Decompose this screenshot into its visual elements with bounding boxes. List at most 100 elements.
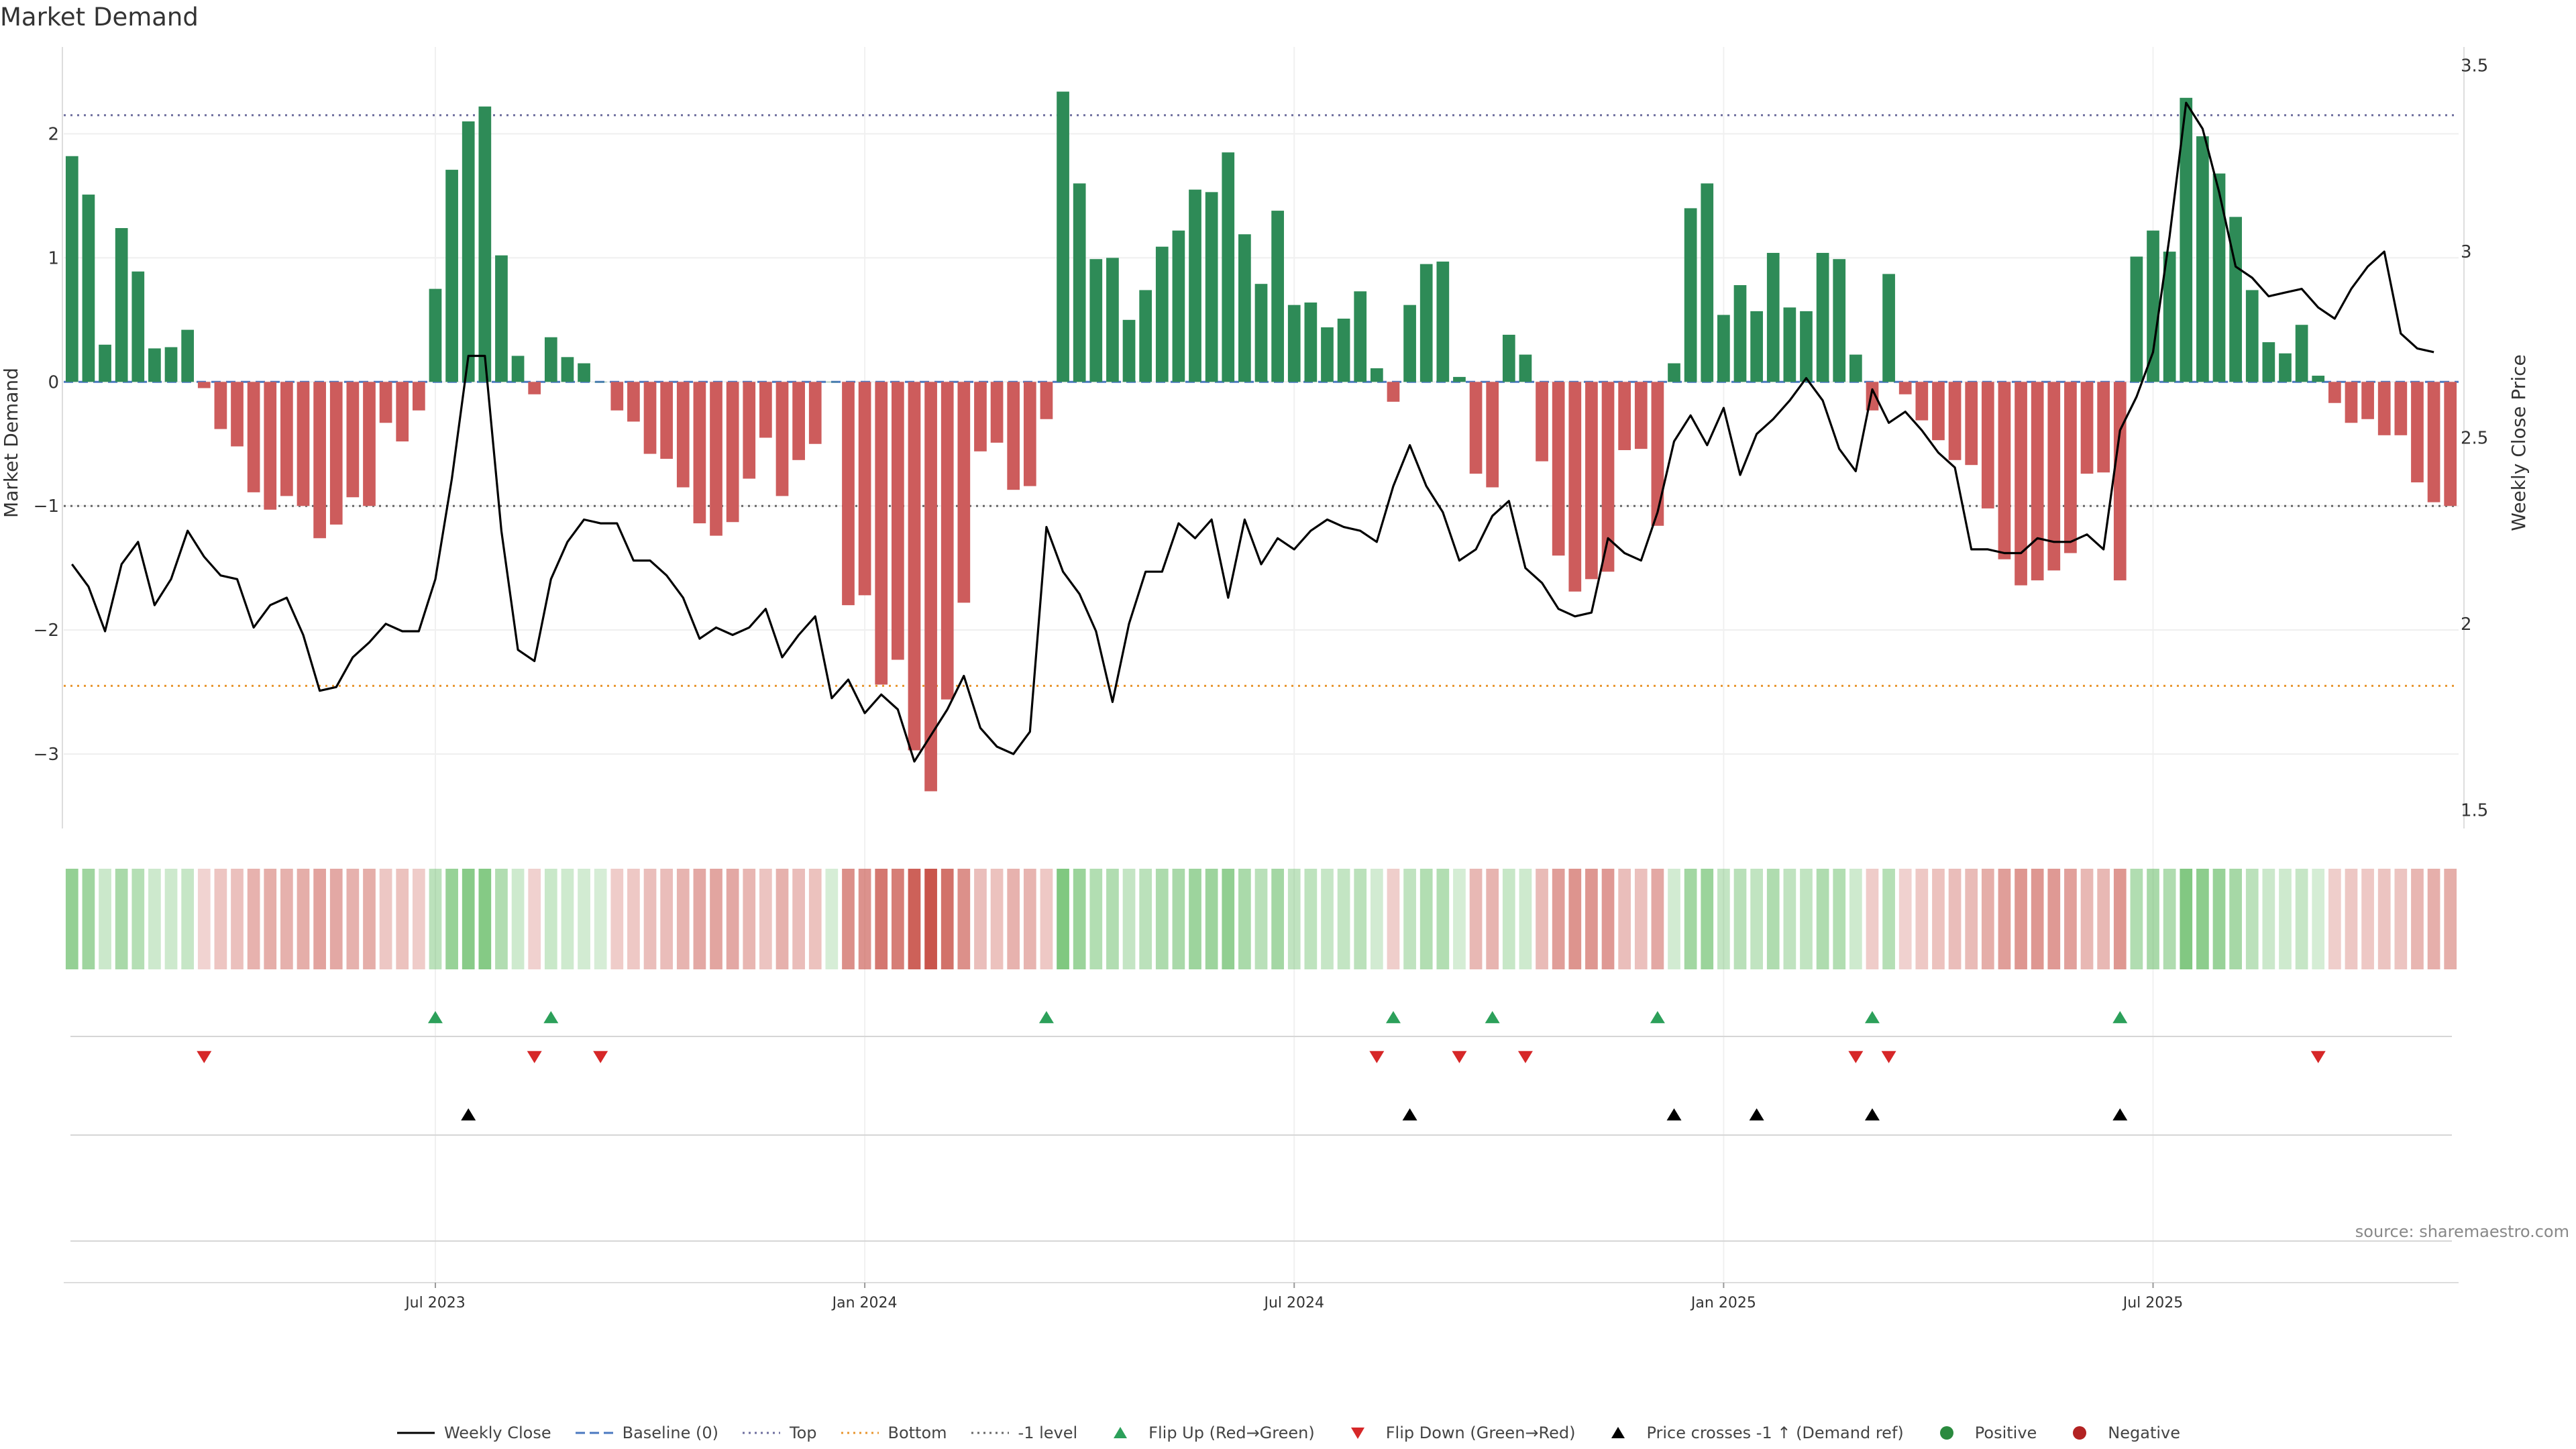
negative-bar xyxy=(2015,382,2027,586)
positive-bar xyxy=(1073,183,1086,382)
negative-bar xyxy=(908,382,921,751)
y-tick-label: 0 xyxy=(48,372,59,392)
positive-bar xyxy=(1733,285,1747,382)
positive-bar xyxy=(1800,311,1813,382)
positive-bar xyxy=(1106,258,1119,382)
legend-swatch-icon xyxy=(1939,1426,1953,1440)
flip-up-marker xyxy=(1485,1011,1500,1024)
heat-cell xyxy=(313,869,326,969)
heat-cell xyxy=(1287,869,1301,969)
heat-cell xyxy=(2212,869,2226,969)
x-tick-label: Jul 2023 xyxy=(404,1295,466,1311)
heat-cell xyxy=(2196,869,2209,969)
left-y-ticks: −3 −2 −1 0 1 2 xyxy=(34,124,59,765)
negative-bar xyxy=(1898,382,1912,394)
flip-down-marker xyxy=(1452,1051,1467,1063)
negative-bar xyxy=(2080,382,2094,474)
heat-cell xyxy=(181,869,195,969)
price-cross-marker xyxy=(1749,1108,1764,1121)
negative-bar xyxy=(1965,382,1978,466)
heat-cell xyxy=(1007,869,1020,969)
positive-bar xyxy=(1089,259,1103,382)
positive-bar xyxy=(1354,291,1367,382)
demand-heat-strip xyxy=(65,869,2457,969)
positive-bar xyxy=(1122,319,1136,382)
negative-bar xyxy=(1601,382,1615,572)
heat-cell xyxy=(297,869,310,969)
flip-up-marker xyxy=(1385,1011,1401,1024)
positive-bar xyxy=(82,195,95,382)
negative-bar xyxy=(2031,382,2044,581)
negative-bar xyxy=(329,382,343,525)
heat-cell xyxy=(1981,869,1994,969)
heat-cell xyxy=(974,869,987,969)
negative-bar xyxy=(346,382,360,498)
heat-cell xyxy=(1585,869,1598,969)
negative-bar xyxy=(643,382,657,454)
positive-bar xyxy=(1287,305,1301,382)
heat-cell xyxy=(1057,869,1069,969)
heat-cell xyxy=(1469,869,1483,969)
heat-cell xyxy=(247,869,260,969)
heat-cell xyxy=(1766,869,1780,969)
legend-swatch-icon xyxy=(2073,1426,2087,1440)
heat-cell xyxy=(1122,869,1136,969)
heat-cell xyxy=(1866,869,1879,969)
flip-up-marker xyxy=(427,1011,443,1024)
heat-cell xyxy=(1023,869,1036,969)
negative-bar xyxy=(379,382,392,423)
heat-cell xyxy=(1898,869,1912,969)
heat-cell xyxy=(610,869,624,969)
heat-cell xyxy=(544,869,557,969)
negative-bar xyxy=(1948,382,1962,460)
positive-bar xyxy=(1139,290,1152,382)
price-cross-marker xyxy=(1666,1108,1682,1121)
negative-bar xyxy=(2444,382,2457,506)
negative-bar xyxy=(710,382,722,536)
heat-cell xyxy=(445,869,458,969)
positive-bar xyxy=(2295,325,2308,382)
legend-swatch-icon xyxy=(1114,1427,1128,1438)
negative-bar xyxy=(214,382,227,429)
heat-cell xyxy=(2377,869,2391,969)
heat-cell xyxy=(462,869,475,969)
positive-bar xyxy=(2229,217,2242,382)
heat-cell xyxy=(82,869,95,969)
positive-bar xyxy=(1668,363,1680,382)
heat-cell xyxy=(808,869,822,969)
legend-item: Top xyxy=(741,1424,817,1442)
legend-label: Flip Down (Green→Red) xyxy=(1385,1424,1576,1442)
positive-bar xyxy=(1172,230,1185,382)
negative-bar xyxy=(891,382,904,660)
positive-bar xyxy=(561,357,574,382)
legend-circle-icon xyxy=(2073,1426,2087,1440)
negative-bar xyxy=(1634,382,1648,449)
positive-bar xyxy=(1189,189,1201,382)
chart-title: Market Demand xyxy=(0,3,199,32)
x-tick-label: Jul 2024 xyxy=(1263,1295,1324,1311)
positive-bar xyxy=(429,288,442,382)
heat-cell xyxy=(1998,869,2011,969)
negative-bar xyxy=(231,382,244,447)
flip-down-marker xyxy=(1517,1051,1533,1063)
heat-cell xyxy=(528,869,541,969)
price-cross-marker xyxy=(1402,1108,1417,1121)
legend-circle-icon xyxy=(1939,1426,1953,1440)
heat-cell xyxy=(1205,869,1218,969)
legend-swatch-icon xyxy=(841,1432,879,1434)
heat-cell xyxy=(2245,869,2259,969)
heat-cell xyxy=(1436,869,1450,969)
flip-up-marker xyxy=(2112,1011,2128,1024)
heat-cell xyxy=(1502,869,1515,969)
positive-bar xyxy=(2279,353,2292,382)
negative-bar xyxy=(2427,382,2440,502)
negative-bar xyxy=(1981,382,1994,508)
positive-bar xyxy=(1057,91,1069,382)
positive-bar xyxy=(462,121,475,382)
heat-cell xyxy=(1618,869,1631,969)
heat-cell xyxy=(660,869,674,969)
positive-bar xyxy=(1766,252,1780,382)
flip-up-marker xyxy=(1864,1011,1880,1024)
negative-bar xyxy=(2064,382,2077,553)
negative-bar xyxy=(412,382,425,411)
